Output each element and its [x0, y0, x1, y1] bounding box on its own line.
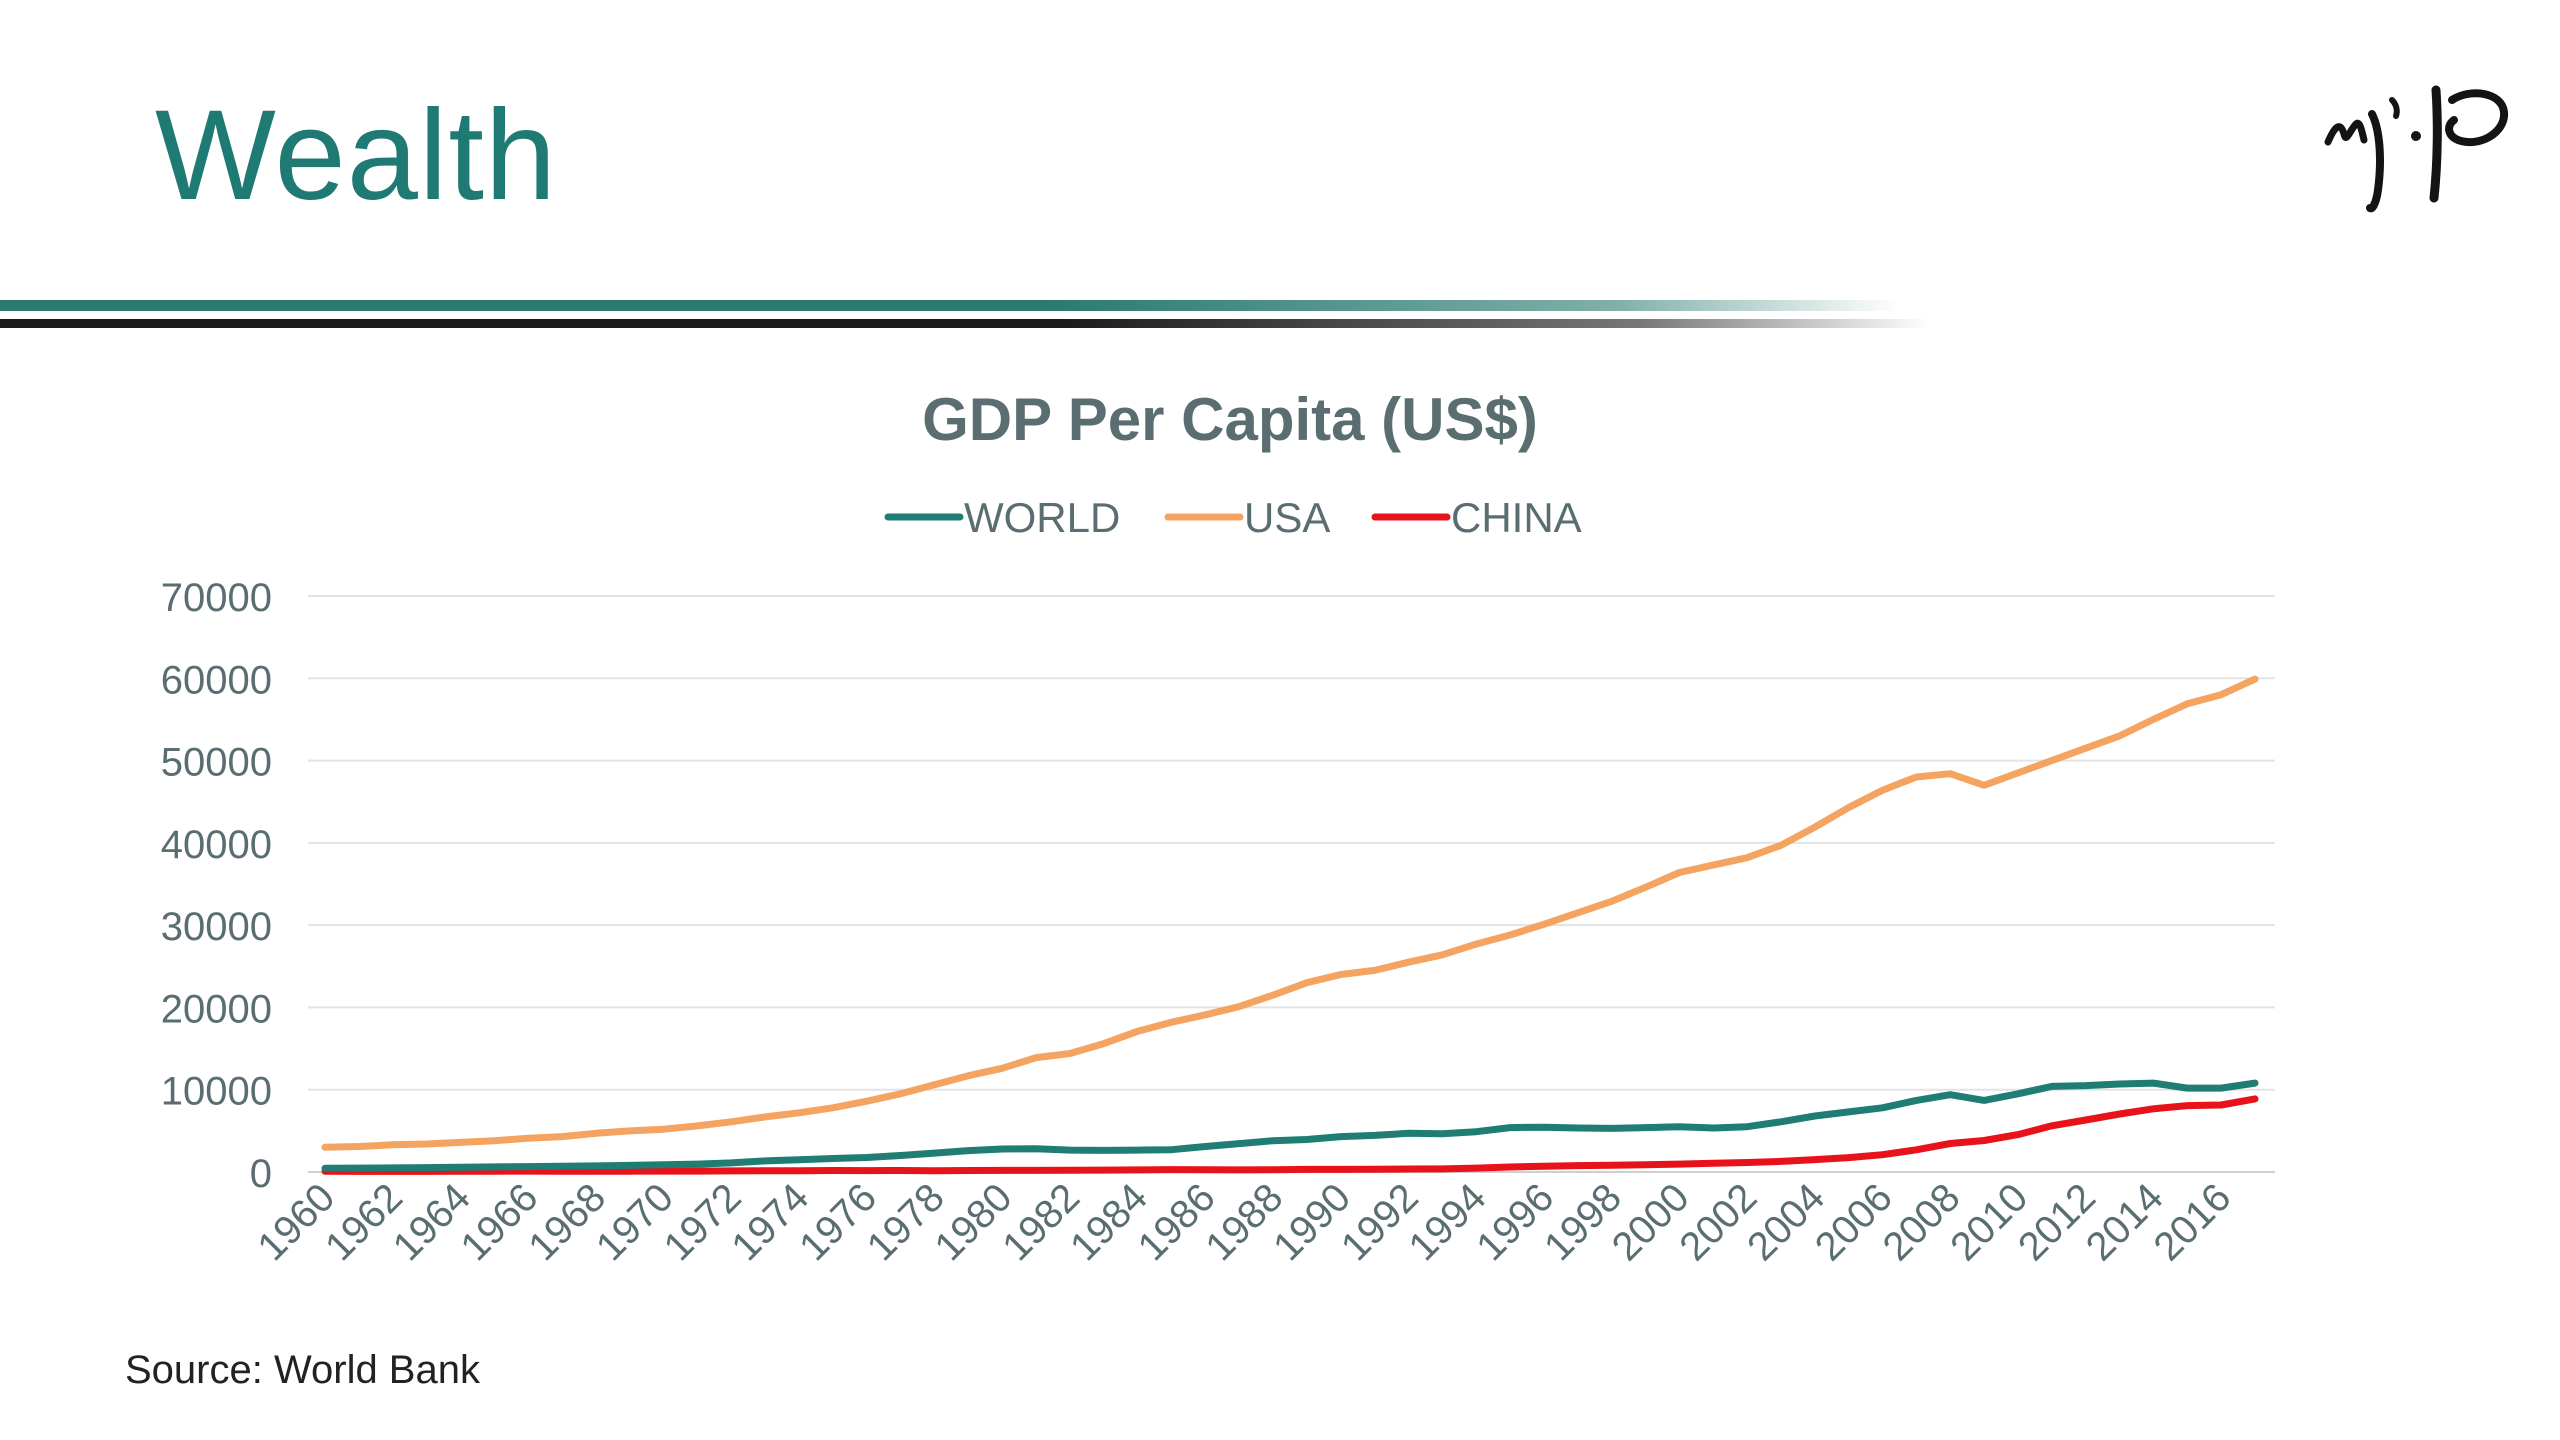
series-line-world [321, 1079, 2259, 1172]
x-tick-label: 2010 [1942, 1175, 2036, 1269]
x-tick-label: 2008 [1875, 1175, 1969, 1269]
gdp-line-chart: GDP Per Capita (US$) WORLD USA CHINA 0 1000… [161, 386, 2275, 1269]
source-note: Source: World Bank [125, 1348, 480, 1392]
x-tick-label: 1964 [385, 1175, 479, 1269]
y-tick-label: 70000 [161, 576, 272, 620]
x-tick-label: 2002 [1671, 1175, 1765, 1269]
x-tick-label: 1968 [520, 1175, 614, 1269]
chart-legend: WORLD USA CHINA [884, 494, 1582, 541]
y-tick-label: 30000 [161, 905, 272, 949]
page-title: Wealth [155, 84, 558, 227]
y-tick-label: 10000 [161, 1070, 272, 1114]
y-tick-label: 0 [250, 1152, 272, 1196]
x-tick-label: 1970 [588, 1175, 682, 1269]
x-tick-label: 1996 [1468, 1175, 1562, 1269]
x-tick-label: 1988 [1197, 1175, 1291, 1269]
chart-series [321, 675, 2259, 1175]
x-tick-label: 1994 [1401, 1175, 1495, 1269]
y-axis-tick-labels: 0 10000 20000 30000 40000 50000 60000 70000 [161, 576, 272, 1196]
x-tick-label: 2014 [2078, 1175, 2172, 1269]
x-tick-label: 2006 [1807, 1175, 1901, 1269]
x-tick-label: 1982 [994, 1175, 1088, 1269]
x-tick-label: 2016 [2145, 1175, 2239, 1269]
header-rule-dark [0, 319, 1930, 328]
x-tick-label: 1992 [1333, 1175, 1427, 1269]
chart-gridlines [308, 595, 2275, 1173]
x-tick-label: 1974 [723, 1175, 817, 1269]
calligraphy-logo-icon [2324, 85, 2509, 213]
legend-label-usa: USA [1244, 494, 1330, 541]
x-axis-tick-labels: 1960196219641966196819701972197419761978… [249, 1175, 2239, 1269]
series-line-usa [321, 675, 2259, 1151]
x-tick-label: 1998 [1536, 1175, 1630, 1269]
x-tick-label: 1976 [791, 1175, 885, 1269]
x-tick-label: 1972 [656, 1175, 750, 1269]
x-tick-label: 2012 [2010, 1175, 2104, 1269]
y-tick-label: 40000 [161, 823, 272, 867]
x-tick-label: 1962 [317, 1175, 411, 1269]
y-tick-label: 20000 [161, 987, 272, 1031]
chart-title: GDP Per Capita (US$) [922, 386, 1538, 453]
x-tick-label: 1986 [1130, 1175, 1224, 1269]
x-tick-label: 2000 [1604, 1175, 1698, 1269]
legend-label-china: CHINA [1451, 494, 1582, 541]
x-tick-label: 1990 [1265, 1175, 1359, 1269]
x-tick-label: 1978 [859, 1175, 953, 1269]
series-line-china [321, 1095, 2259, 1175]
y-tick-label: 60000 [161, 658, 272, 702]
x-tick-label: 1966 [452, 1175, 546, 1269]
y-tick-label: 50000 [161, 741, 272, 785]
header-rule-teal [0, 300, 1900, 311]
x-tick-label: 2004 [1739, 1175, 1833, 1269]
legend-label-world: WORLD [964, 494, 1120, 541]
x-tick-label: 1980 [927, 1175, 1021, 1269]
x-tick-label: 1984 [1062, 1175, 1156, 1269]
